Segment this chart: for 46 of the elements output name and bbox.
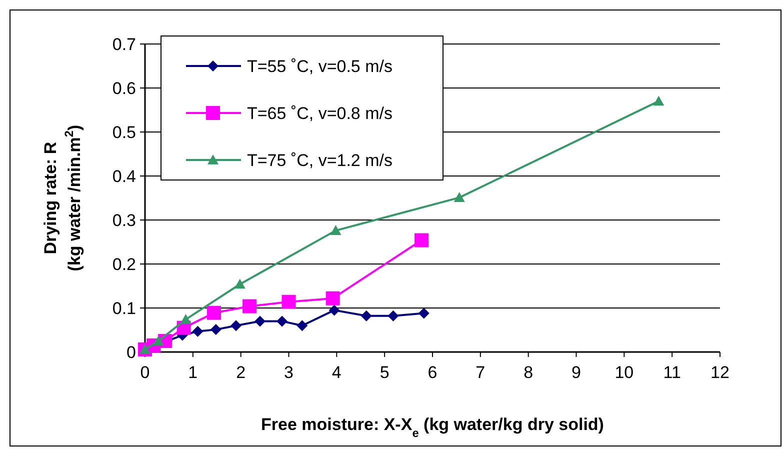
point bbox=[192, 326, 204, 337]
x-tick-label: 11 bbox=[663, 363, 681, 382]
legend-label: T=75 ˚C, v=1.2 m/s bbox=[247, 150, 392, 170]
point bbox=[296, 320, 308, 332]
point bbox=[418, 308, 430, 319]
point bbox=[360, 310, 372, 322]
y-tick-label: 0.7 bbox=[112, 34, 136, 54]
x-axis-title: Free moisture: X-X$_{e}$ (kg water/kg dry solid) bbox=[261, 415, 604, 440]
x-tick-label: 1 bbox=[188, 363, 198, 382]
x-tick-label: 9 bbox=[572, 363, 581, 382]
point bbox=[330, 225, 342, 235]
point bbox=[254, 316, 266, 327]
y-tick-label: 0.5 bbox=[112, 122, 136, 142]
point bbox=[152, 336, 164, 346]
point bbox=[328, 304, 340, 316]
y-tick-label: 0.4 bbox=[112, 166, 136, 186]
x-tick-label: 7 bbox=[476, 363, 486, 382]
x-tick-label: 4 bbox=[332, 363, 342, 382]
point bbox=[414, 233, 428, 248]
y-tick-label: 0 bbox=[126, 342, 136, 362]
point bbox=[388, 310, 399, 322]
y-tick-label: 0.6 bbox=[112, 78, 136, 98]
legend-label: T=65 ˚C, v=0.8 m/s bbox=[247, 104, 392, 123]
x-tick-label: 0 bbox=[140, 363, 150, 382]
x-tick-label: 8 bbox=[524, 363, 534, 382]
x-tick-label: 10 bbox=[614, 363, 634, 382]
x-tick-label: 2 bbox=[236, 363, 246, 382]
point bbox=[230, 320, 242, 332]
y-tick-label: 0.2 bbox=[112, 254, 136, 274]
point bbox=[180, 314, 192, 324]
y-tick-label: 0.3 bbox=[112, 210, 136, 230]
point bbox=[234, 278, 246, 289]
point bbox=[454, 192, 465, 202]
point bbox=[326, 291, 340, 306]
x-tick-label: 12 bbox=[710, 363, 730, 382]
point bbox=[653, 96, 664, 106]
point bbox=[242, 299, 256, 314]
legend-label: T=55 ˚C, v=0.5 m/s bbox=[247, 56, 392, 76]
point bbox=[207, 306, 221, 320]
x-tick-label: 3 bbox=[284, 363, 294, 382]
point bbox=[276, 316, 288, 327]
point bbox=[282, 294, 296, 309]
x-tick-label: 6 bbox=[428, 363, 438, 382]
x-tick-label: 5 bbox=[380, 363, 390, 382]
y-tick-label: 0.1 bbox=[112, 298, 136, 318]
point bbox=[210, 324, 222, 336]
